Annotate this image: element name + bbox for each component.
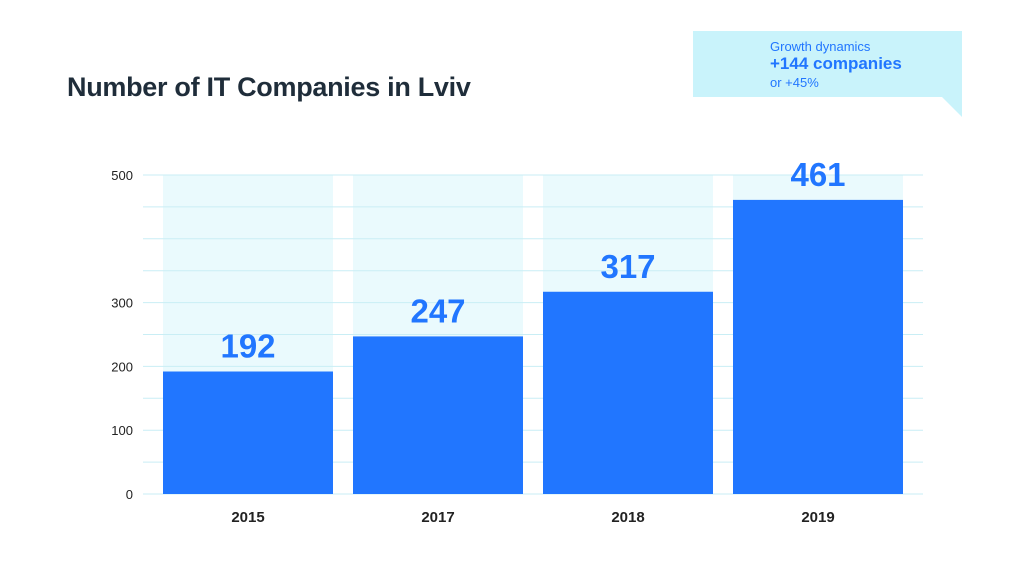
x-tick-label: 2018 <box>611 509 644 526</box>
growth-callout: Growth dynamics +144 companies or +45% <box>693 31 962 97</box>
y-tick-label: 300 <box>111 296 133 311</box>
y-tick-label: 100 <box>111 423 133 438</box>
bar <box>353 336 523 494</box>
data-label: 317 <box>600 248 655 285</box>
y-tick-label: 200 <box>111 359 133 374</box>
bar <box>163 371 333 494</box>
bar <box>543 291 713 494</box>
callout-label: Growth dynamics <box>770 39 871 54</box>
data-label: 247 <box>410 292 465 329</box>
callout-tail <box>942 97 962 117</box>
chart-title: Number of IT Companies in Lviv <box>67 72 471 102</box>
data-label: 192 <box>220 328 275 365</box>
x-tick-label: 2015 <box>231 509 264 526</box>
x-tick-label: 2017 <box>421 509 454 526</box>
data-label: 461 <box>790 156 845 193</box>
callout-headline: +144 companies <box>770 54 902 73</box>
bar <box>733 199 903 494</box>
x-tick-label: 2019 <box>801 509 834 526</box>
y-tick-label: 0 <box>126 487 133 502</box>
callout-subline: or +45% <box>770 75 819 90</box>
y-tick-label: 500 <box>111 168 133 183</box>
